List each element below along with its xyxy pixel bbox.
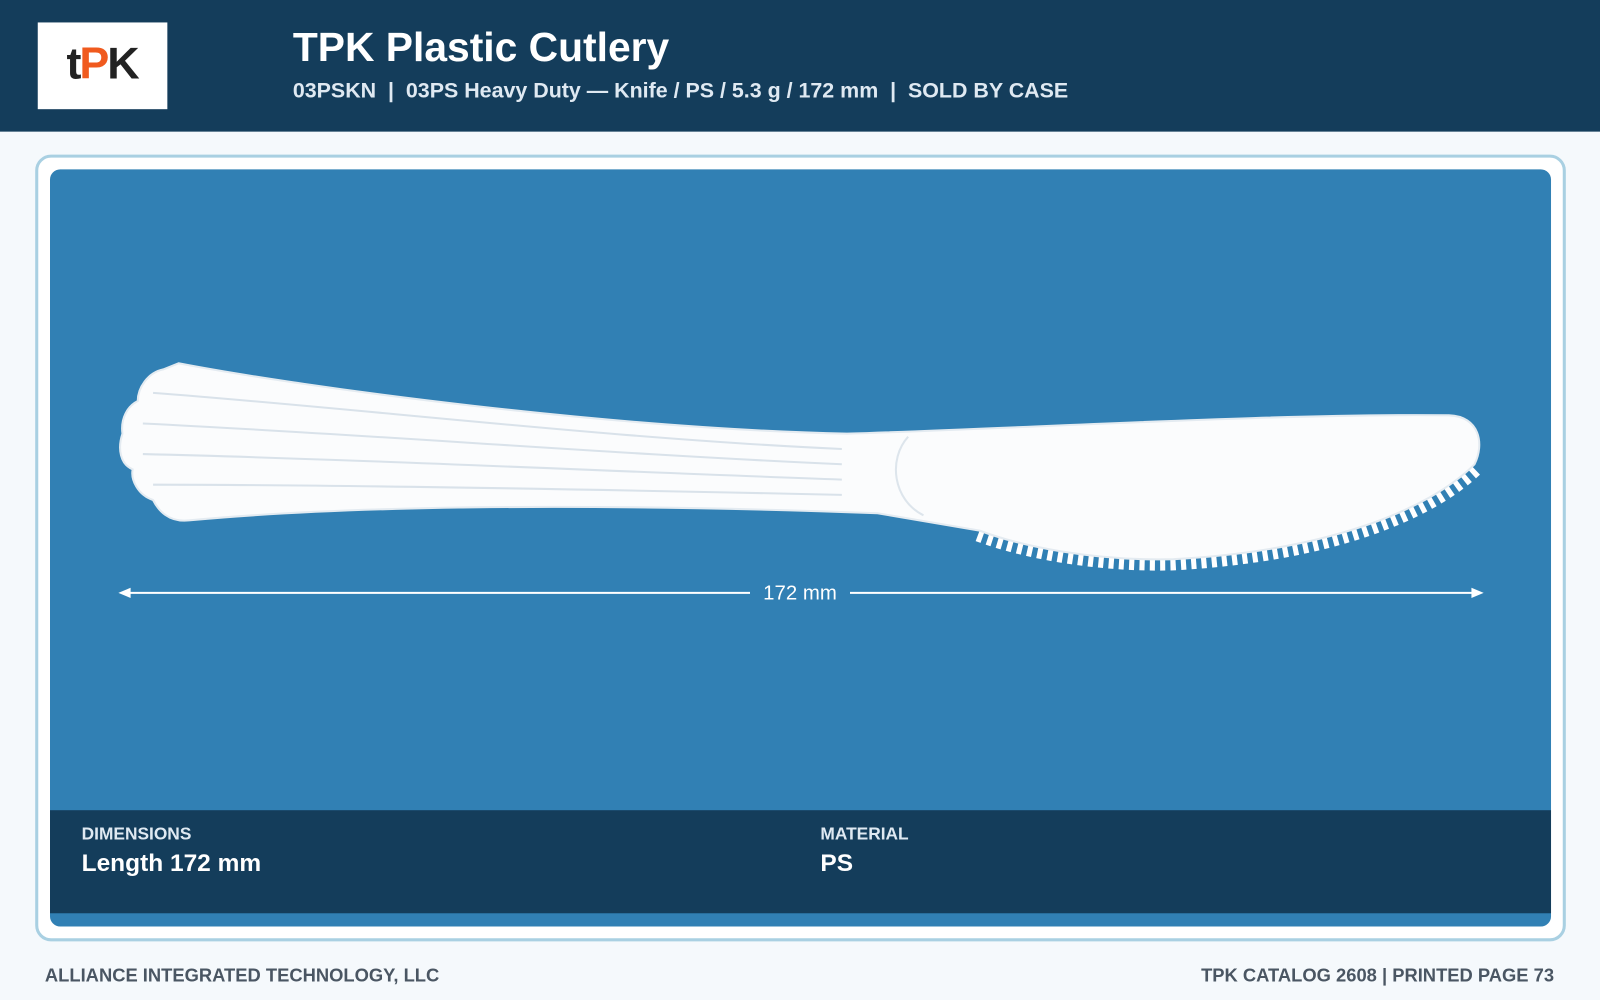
header-bar [0,0,1600,132]
subtitle: 03PSKN | 03PS Heavy Duty — Knife / PS / … [293,78,1068,102]
logo-letter: t [66,37,81,88]
spec-label: DIMENSIONS [82,823,192,843]
title: TPK Plastic Cutlery [293,24,670,70]
spec-value: Length 172 mm [82,850,261,877]
logo-box [37,22,168,110]
image-panel [50,169,1552,927]
footer-right: TPK CATALOG 2608 | PRINTED PAGE 73 [1201,964,1554,985]
logo-letter: K [107,37,139,88]
knife [119,362,1483,571]
dimension-line [118,587,1484,598]
dimension-label: 172 mm [763,582,837,604]
logo-letter: P [79,37,108,88]
logo: tPK [66,37,139,88]
footer-left: ALLIANCE INTEGRATED TECHNOLOGY, LLC [45,964,439,985]
spec-bar [50,810,1552,914]
spec-value: PS [820,850,853,877]
spec-label: MATERIAL [820,823,909,843]
